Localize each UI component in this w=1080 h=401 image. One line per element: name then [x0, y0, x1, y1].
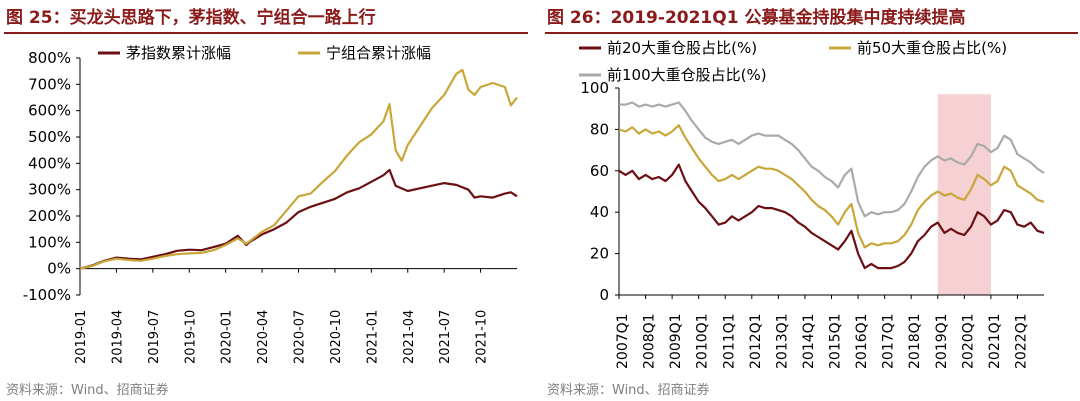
x-tick-label: 2014Q1 — [801, 313, 817, 369]
mao-index-line — [79, 168, 518, 270]
legend-label: 前100大重仓股占比(%) — [607, 66, 767, 84]
y-tick-label: 60 — [590, 162, 609, 180]
left-source-note: 资料来源：Wind、招商证券 — [6, 383, 169, 398]
right-figure-panel: 图 26：2019-2021Q1 公募基金持股集中度持续提高 0 20 40 60 80… — [541, 0, 1080, 401]
x-tick-label: 2021Q1 — [987, 313, 1003, 369]
x-tick-label: 2020Q1 — [960, 313, 976, 369]
y-tick-label: 700% — [28, 75, 71, 93]
x-tick-label: 2019-01 — [74, 310, 89, 364]
y-tick-label: 20 — [590, 245, 609, 263]
ning-combo-line — [79, 68, 518, 270]
x-tick-label: 2021-01 — [365, 310, 380, 364]
right-source-note: 资料来源：Wind、招商证券 — [547, 383, 710, 398]
y-tick-label: 400% — [28, 154, 71, 172]
x-tick-label: 2013Q1 — [774, 313, 790, 369]
left-line-chart: -100% 0% 100% 200% 300% 400% 500% 600% 700% 800% 2… — [23, 44, 518, 364]
y-tick-label: 100 — [580, 79, 609, 97]
left-title-rule — [4, 32, 528, 34]
left-figure-panel: 图 25：买龙头思路下，茅指数、宁组合一路上行 -100% 0% 100% 200% 3… — [0, 0, 530, 401]
y-tick-label: 0% — [47, 260, 71, 278]
x-tick-label: 2009Q1 — [668, 313, 684, 369]
x-tick-label: 2021-07 — [438, 310, 453, 364]
x-tick-label: 2008Q1 — [642, 313, 658, 369]
right-title-rule — [545, 32, 1078, 34]
x-tick-label: 2020-07 — [293, 310, 308, 364]
x-tick-label: 2020-10 — [329, 310, 344, 364]
y-tick-label: 300% — [28, 181, 71, 199]
x-tick-label: 2019-04 — [110, 310, 125, 364]
legend-label: 前50大重仓股占比(%) — [857, 39, 1007, 57]
y-tick-label: 100% — [28, 233, 71, 251]
x-tick-label: 2020-01 — [220, 310, 235, 364]
legend-label: 宁组合累计涨幅 — [326, 44, 431, 62]
x-tick-label: 2007Q1 — [615, 313, 631, 369]
x-tick-label: 2020-04 — [256, 310, 271, 364]
right-line-chart: 0 20 40 60 80 100 2007Q1 2008Q1 2009Q1 2010Q1 2011… — [579, 39, 1045, 369]
y-tick-label: 800% — [28, 49, 71, 67]
x-tick-label: 2021-04 — [402, 310, 417, 364]
y-tick-label: 200% — [28, 207, 71, 225]
y-tick-label: 80 — [590, 120, 609, 138]
x-tick-label: 2019-07 — [147, 310, 162, 364]
y-tick-label: 40 — [590, 203, 609, 221]
top20-line — [618, 163, 1045, 270]
x-tick-label: 2019-10 — [183, 310, 198, 364]
legend-label: 前20大重仓股占比(%) — [607, 39, 757, 57]
x-tick-label: 2019Q1 — [934, 313, 950, 369]
y-tick-label: -100% — [23, 286, 71, 304]
y-tick-label: 600% — [28, 102, 71, 120]
top100-line — [619, 101, 1045, 218]
x-tick-label: 2012Q1 — [748, 313, 764, 369]
x-tick-label: 2018Q1 — [907, 313, 923, 369]
y-tick-label: 0 — [599, 286, 609, 304]
x-tick-label: 2017Q1 — [881, 313, 897, 369]
x-tick-label: 2021-10 — [475, 310, 490, 364]
legend-label: 茅指数累计涨幅 — [126, 44, 231, 62]
top50-line — [618, 124, 1045, 249]
left-figure-title: 图 25：买龙头思路下，茅指数、宁组合一路上行 — [6, 8, 376, 28]
x-tick-label: 2022Q1 — [1013, 313, 1029, 369]
x-tick-label: 2015Q1 — [828, 313, 844, 369]
x-tick-label: 2016Q1 — [854, 313, 870, 369]
x-tick-label: 2011Q1 — [721, 313, 737, 369]
x-tick-label: 2010Q1 — [695, 313, 711, 369]
y-tick-label: 500% — [28, 128, 71, 146]
right-figure-title: 图 26：2019-2021Q1 公募基金持股集中度持续提高 — [547, 8, 966, 28]
